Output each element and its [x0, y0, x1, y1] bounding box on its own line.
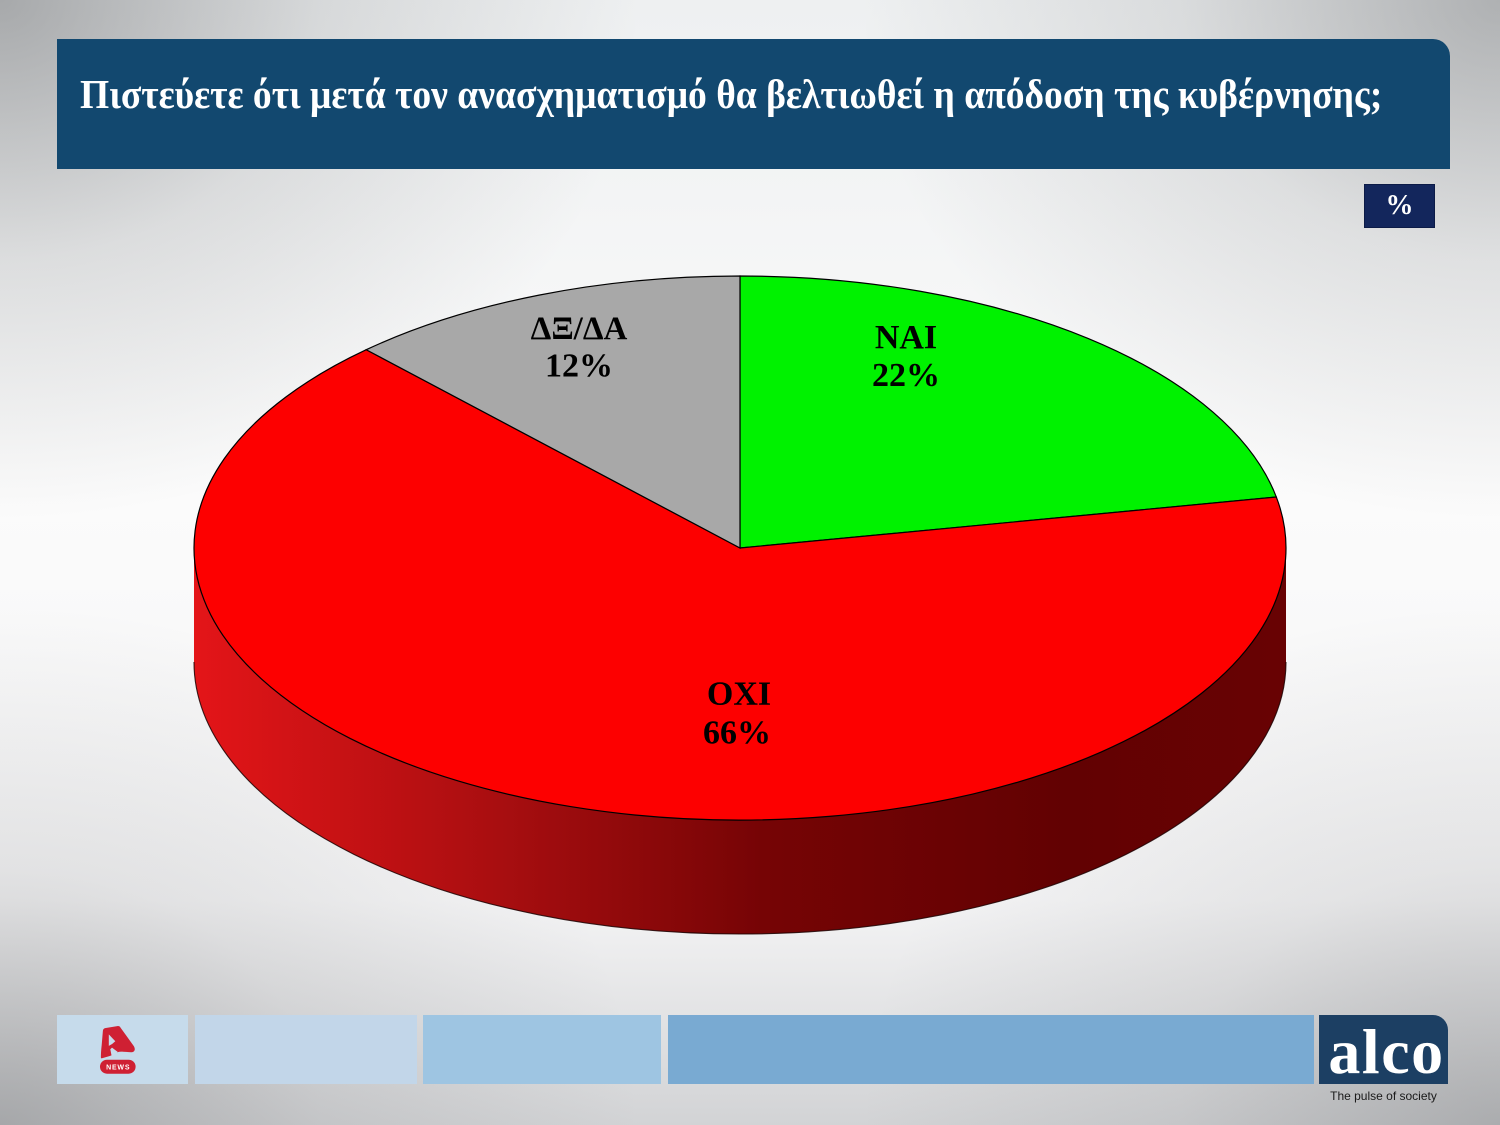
svg-text:66%: 66% — [703, 715, 771, 752]
svg-text:22%: 22% — [872, 357, 940, 394]
svg-text:ΝΑΙ: ΝΑΙ — [875, 319, 937, 356]
svg-text:NEWS: NEWS — [106, 1064, 130, 1071]
svg-text:12%: 12% — [545, 348, 613, 385]
svg-text:ΔΞ/ΔΑ: ΔΞ/ΔΑ — [531, 311, 628, 347]
svg-text:ΟΧΙ: ΟΧΙ — [707, 676, 771, 713]
